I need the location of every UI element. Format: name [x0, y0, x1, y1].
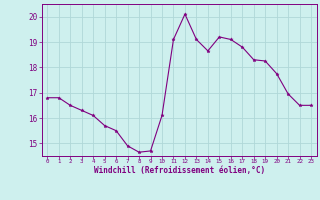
X-axis label: Windchill (Refroidissement éolien,°C): Windchill (Refroidissement éolien,°C) — [94, 166, 265, 175]
